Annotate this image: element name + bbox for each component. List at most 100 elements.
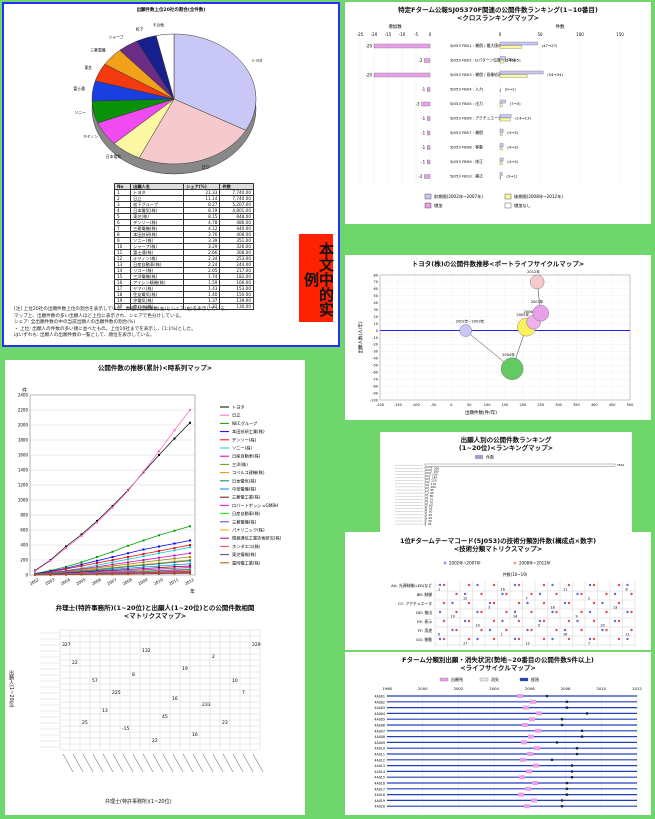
series-point <box>65 547 67 549</box>
cell-dot-post <box>455 629 457 631</box>
line-chart: 0200400600800100012001400160018002000220… <box>5 360 305 600</box>
pie-label: 松下 <box>136 26 144 31</box>
cell-dot-post <box>568 638 570 640</box>
decrease-label: -3 <box>416 102 420 107</box>
active-bar <box>520 758 526 762</box>
series-point <box>96 562 98 564</box>
hbar <box>425 473 430 475</box>
hbar <box>425 470 431 472</box>
cell-dot-post <box>455 593 457 595</box>
series-point <box>50 574 52 576</box>
row-label: 5J053 FB05 : 出力 <box>450 101 483 106</box>
y-tick-label: -70 <box>372 377 378 381</box>
pie-label: 日立 <box>202 164 210 169</box>
legend-label: 三菱電工業(株) <box>232 494 261 501</box>
series-point <box>127 490 129 492</box>
cell-dot-post <box>530 593 532 595</box>
legend-label: 増加 <box>434 202 442 209</box>
cell-dot-post <box>555 611 557 613</box>
event-dot <box>556 741 559 744</box>
col-label-mark <box>143 754 153 772</box>
series-point <box>174 561 176 563</box>
matrix-value: -15 <box>122 726 129 732</box>
cell-dot-post <box>518 638 520 640</box>
series-point <box>174 543 176 545</box>
row-label: 4A016 <box>374 782 385 786</box>
matrix-value: 25 <box>82 720 88 726</box>
cell-dot-post <box>593 638 595 640</box>
cell-dot-prev <box>439 611 441 613</box>
year-label: 2002 <box>454 686 464 691</box>
table-notes: [注] 上位20社の出願件数上位の割合を表示している。数値は出願件数(左)とシェ… <box>14 307 334 340</box>
series-point <box>189 573 191 575</box>
cell-dot-post <box>568 602 570 604</box>
decrease-label: -1 <box>421 131 425 136</box>
x-axis-label: 出願件数(件/年) <box>465 409 497 416</box>
cell-value: 10 <box>476 624 480 628</box>
y-tick-label: 30 <box>374 308 378 312</box>
cell-dot-post <box>518 584 520 586</box>
series-point <box>143 573 145 575</box>
active-bar <box>526 769 532 773</box>
cell-dot-post <box>543 620 545 622</box>
cell-dot-post <box>505 611 507 613</box>
count-label: (4→3) <box>507 130 518 135</box>
line-chart-panel: 公開件数の推移(累計)<時系列マップ> 02004006008001000120… <box>5 360 305 600</box>
row-label: 4A008 <box>374 735 385 739</box>
series-point <box>189 409 191 411</box>
cell-dot-post <box>468 638 470 640</box>
cell-value: 12 <box>463 597 467 601</box>
event-dot <box>551 759 554 762</box>
series-point <box>81 535 83 537</box>
cell-dot-prev <box>526 602 528 604</box>
y-tick-label: 20 <box>374 315 378 319</box>
cell-dot-post <box>493 584 495 586</box>
series-point <box>127 545 129 547</box>
series-point <box>143 553 145 555</box>
x-tick-label: -150 <box>394 403 402 407</box>
legend-swatch <box>425 194 431 199</box>
count-label: (54→34) <box>547 72 563 77</box>
matrix-value: 57 <box>92 678 98 684</box>
prev-bar <box>500 129 503 132</box>
cell-dot-post <box>593 602 595 604</box>
decrease-bar <box>427 160 430 164</box>
cell-dot-post <box>443 602 445 604</box>
cell-dot-prev <box>589 611 591 613</box>
cell-dot-prev <box>526 629 528 631</box>
hbar-panel: 出願人別の公開件数ランキング (1~20位)<ランキングマップ> 件数55002… <box>380 432 632 532</box>
hbar <box>425 492 428 494</box>
event-dot <box>566 782 569 785</box>
col-label-mark <box>73 754 83 772</box>
decrease-label: -1 <box>421 145 425 150</box>
series-point <box>34 574 36 576</box>
series-point <box>158 573 160 575</box>
row-label: 5J053 FB09 : 修正 <box>450 159 483 164</box>
post-bar <box>500 46 522 49</box>
series-point <box>174 558 176 560</box>
y-tick-label: 1000 <box>18 498 29 503</box>
active-bar <box>532 781 538 785</box>
cell-dot-post <box>568 584 570 586</box>
right-tick: 100 <box>576 32 584 37</box>
pie-label: シャープ <box>108 35 123 40</box>
series-point <box>174 530 176 532</box>
cell-dot-prev <box>501 593 503 595</box>
row-label: 4A011 <box>374 753 385 757</box>
cell-dot-prev <box>489 629 491 631</box>
col-label-mark <box>223 754 233 772</box>
col-label-mark <box>243 754 253 772</box>
y-tick-label: -10 <box>372 336 378 340</box>
active-bar <box>531 798 537 802</box>
matrix-value: 8 <box>132 672 135 678</box>
cell-dot-prev <box>589 638 591 640</box>
series-point <box>174 438 176 440</box>
legend-label: 三洋(株) <box>232 461 248 468</box>
series-point <box>189 525 191 527</box>
y-tick-label: 50 <box>374 294 378 298</box>
hbar <box>425 517 426 519</box>
decrease-bar <box>427 117 430 121</box>
fterm-matrix-chart: 2002年~2007年2008年~2012年件数(10~19)AA: 光源制御(… <box>345 532 651 650</box>
legend-label: 中部電機(株) <box>232 486 257 493</box>
row-label: 5J053 FB02 : Dパターン伝搬 / 効率化 <box>450 58 516 63</box>
